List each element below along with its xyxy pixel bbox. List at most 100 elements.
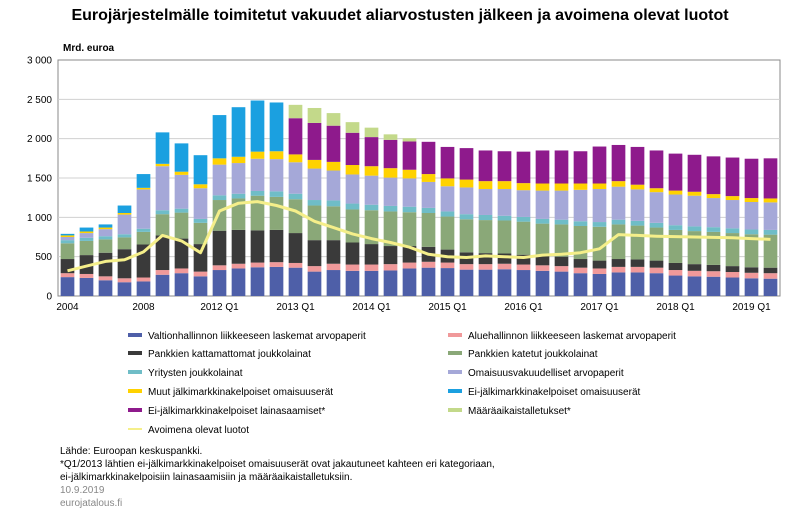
bar-segment bbox=[288, 262, 303, 268]
legend-swatch bbox=[128, 428, 142, 431]
bar-segment bbox=[649, 222, 664, 228]
bar-segment bbox=[402, 268, 417, 296]
bar-segment bbox=[611, 259, 626, 267]
bar-segment bbox=[117, 249, 132, 279]
legend-swatch bbox=[448, 333, 462, 338]
bar-segment bbox=[706, 227, 721, 232]
bar-segment bbox=[98, 276, 113, 281]
site-name: eurojatalous.fi bbox=[60, 498, 123, 509]
bar-segment bbox=[402, 138, 417, 142]
bar-segment bbox=[193, 184, 208, 189]
bar-segment bbox=[269, 196, 284, 230]
bar-segment bbox=[497, 220, 512, 254]
bar-segment bbox=[668, 194, 683, 226]
bar-segment bbox=[668, 229, 683, 263]
bar-segment bbox=[383, 270, 398, 296]
bar-segment bbox=[231, 263, 246, 269]
legend-item-avoimet-luotot: Avoimena olevat luotot bbox=[128, 425, 249, 437]
bar-segment bbox=[307, 159, 322, 169]
bar-segment bbox=[573, 267, 588, 274]
bar-segment bbox=[79, 231, 94, 234]
bar-segment bbox=[497, 253, 512, 264]
bar-segment bbox=[421, 267, 436, 296]
bar-segment bbox=[212, 164, 227, 196]
bar-segment bbox=[383, 211, 398, 247]
bar-segment bbox=[288, 233, 303, 263]
bar-segment bbox=[326, 270, 341, 296]
bar-segment bbox=[231, 193, 246, 199]
bar-segment bbox=[687, 276, 702, 296]
bar-segment bbox=[478, 189, 493, 215]
legend-swatch bbox=[128, 351, 142, 356]
bar-segment bbox=[516, 221, 531, 255]
bar-segment bbox=[212, 230, 227, 266]
bar-segment bbox=[592, 273, 607, 296]
bar-segment bbox=[725, 200, 740, 229]
bar-segment bbox=[535, 255, 550, 266]
bar-segment bbox=[79, 237, 94, 241]
bar-segment bbox=[269, 151, 284, 160]
bar-segment bbox=[307, 122, 322, 160]
bar-segment bbox=[250, 195, 265, 231]
legend-label: Ei-jälkimarkkinakelpoiset omaisuuserät bbox=[468, 387, 641, 398]
bar-segment bbox=[459, 269, 474, 296]
bar-segment bbox=[744, 278, 759, 296]
bar-segment bbox=[649, 192, 664, 223]
bar-segment bbox=[231, 198, 246, 230]
bar-segment bbox=[459, 264, 474, 270]
bar-segment bbox=[98, 229, 113, 237]
bar-segment bbox=[744, 198, 759, 202]
y-tick-label: 2 000 bbox=[27, 134, 52, 145]
bar-segment bbox=[459, 179, 474, 188]
legend-swatch bbox=[448, 408, 462, 413]
bar-segment bbox=[364, 270, 379, 296]
bar-segment bbox=[592, 268, 607, 274]
bar-segment bbox=[364, 264, 379, 271]
bar-segment bbox=[136, 231, 151, 245]
bar-segment bbox=[649, 267, 664, 274]
bar-segment bbox=[288, 154, 303, 163]
bar-segment bbox=[592, 260, 607, 269]
x-tick-label: 2017 Q1 bbox=[580, 302, 619, 313]
bar-segment bbox=[459, 219, 474, 253]
bar-segment bbox=[687, 270, 702, 277]
bar-segment bbox=[288, 162, 303, 194]
bar-segment bbox=[668, 270, 683, 276]
bar-segment bbox=[269, 102, 284, 152]
bar-segment bbox=[706, 264, 721, 272]
bar-segment bbox=[79, 240, 94, 256]
bar-segment bbox=[725, 272, 740, 278]
x-tick-label: 2004 bbox=[56, 302, 79, 313]
legend-item-kattamattomat: Pankkien kattamattomat joukkolainat bbox=[128, 349, 311, 361]
bar-segment bbox=[60, 233, 75, 236]
bar-segment bbox=[98, 280, 113, 296]
bar-segment bbox=[60, 277, 75, 296]
bar-segment bbox=[630, 189, 645, 221]
bar-segment bbox=[193, 276, 208, 296]
bar-segment bbox=[136, 277, 151, 282]
bar-segment bbox=[516, 183, 531, 191]
bar-segment bbox=[478, 253, 493, 265]
bar-segment bbox=[630, 272, 645, 296]
bar-segment bbox=[155, 214, 170, 236]
legend-label: Omaisuusvakuudelliset arvopaperit bbox=[468, 368, 624, 379]
x-tick-label: 2012 Q1 bbox=[200, 302, 239, 313]
bar-segment bbox=[649, 227, 664, 261]
bar-segment bbox=[60, 237, 75, 241]
bar-segment bbox=[402, 262, 417, 269]
bar-segment bbox=[250, 158, 265, 191]
legend-item-lainasaamiset: Ei-jälkimarkkinakelpoiset lainasaamiset* bbox=[128, 406, 325, 418]
bar-segment bbox=[212, 158, 227, 165]
bar-segment bbox=[212, 200, 227, 231]
legend-item-ei-jalkimarkkina: Ei-jälkimarkkinakelpoiset omaisuuserät bbox=[448, 387, 640, 399]
legend-swatch bbox=[448, 370, 462, 375]
bar-segment bbox=[535, 190, 550, 219]
bar-segment bbox=[687, 195, 702, 227]
bar-segment bbox=[117, 237, 132, 250]
bar-segment bbox=[98, 227, 113, 230]
bar-segment bbox=[706, 231, 721, 265]
bar-segment bbox=[402, 246, 417, 263]
bar-segment bbox=[535, 270, 550, 296]
bar-segment bbox=[763, 202, 778, 230]
legend-item-omaisuusvakuudelliset: Omaisuusvakuudelliset arvopaperit bbox=[448, 368, 624, 380]
